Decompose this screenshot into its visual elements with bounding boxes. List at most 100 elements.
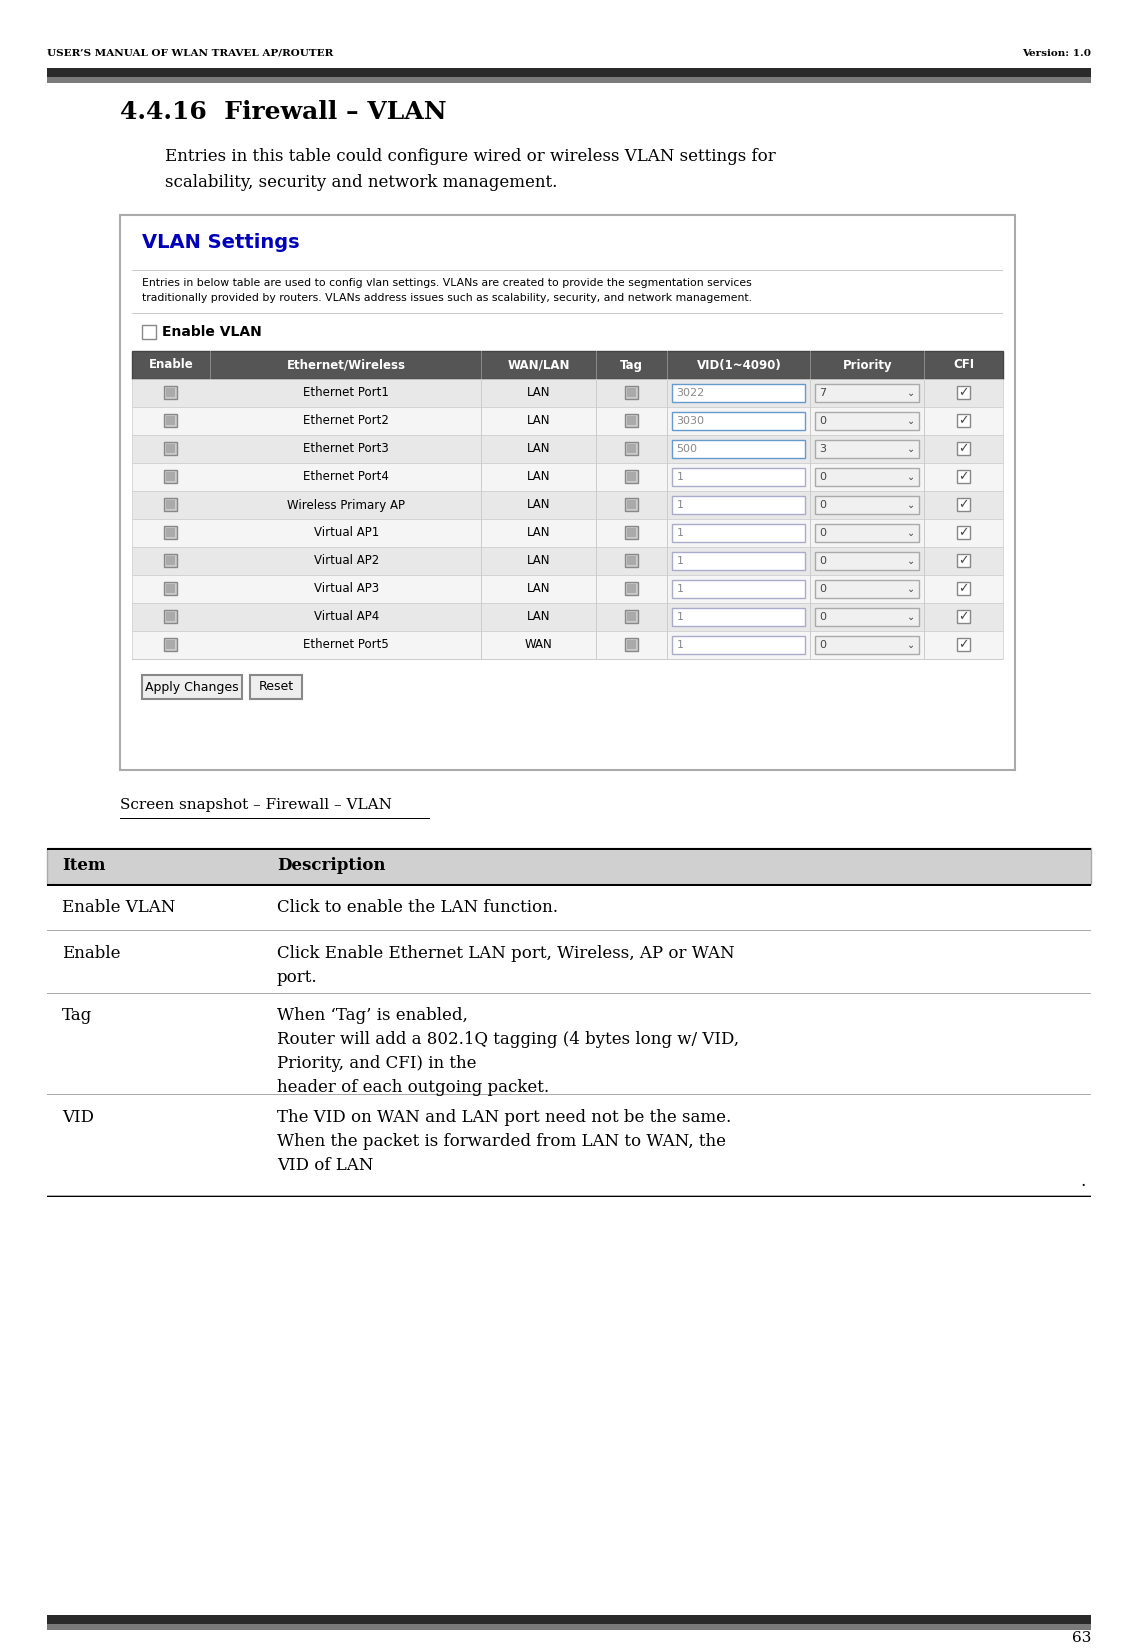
Bar [673, 439, 806, 458]
Text: Ethernet Port2: Ethernet Port2 [303, 415, 389, 428]
Bar [673, 608, 806, 626]
Bar [132, 491, 1003, 519]
Text: 0: 0 [819, 472, 826, 482]
Text: Entries in this table could configure wired or wireless VLAN settings for: Entries in this table could configure wi… [165, 149, 776, 165]
Bar [627, 472, 636, 481]
Bar [625, 415, 637, 426]
Bar [132, 434, 1003, 463]
Text: 7: 7 [819, 388, 826, 398]
Text: Entries in below table are used to config vlan settings. VLANs are created to pr: Entries in below table are used to confi… [142, 278, 752, 287]
Text: Item: Item [61, 857, 106, 874]
Text: When the packet is forwarded from LAN to WAN, the: When the packet is forwarded from LAN to… [277, 1133, 726, 1150]
Bar [625, 525, 637, 539]
Text: Tag: Tag [61, 1008, 92, 1024]
Text: ⌄: ⌄ [907, 444, 916, 454]
Bar [625, 610, 637, 623]
Text: Router will add a 802.1Q tagging (4 bytes long w/ VID,: Router will add a 802.1Q tagging (4 byte… [277, 1031, 739, 1049]
Bar [673, 524, 806, 542]
Bar [166, 416, 175, 425]
Bar [627, 501, 636, 509]
Bar [132, 519, 1003, 547]
Text: Ethernet/Wireless: Ethernet/Wireless [287, 358, 405, 372]
Text: ✓: ✓ [958, 553, 968, 567]
Bar [164, 525, 178, 539]
Text: Ethernet Port1: Ethernet Port1 [303, 387, 389, 400]
Text: 0: 0 [819, 557, 826, 567]
Text: 3022: 3022 [676, 388, 704, 398]
Bar [47, 930, 1091, 993]
Text: 1: 1 [676, 585, 684, 595]
Bar [627, 611, 636, 621]
Bar [132, 463, 1003, 491]
Bar [47, 78, 1091, 83]
Text: 3: 3 [819, 444, 826, 454]
Text: 1: 1 [676, 557, 684, 567]
Text: 1: 1 [676, 501, 684, 510]
Bar [957, 610, 970, 623]
Text: 0: 0 [819, 639, 826, 649]
Bar [164, 387, 178, 400]
Bar [627, 529, 636, 537]
Bar [625, 387, 637, 400]
Text: ✓: ✓ [958, 497, 968, 510]
Text: Virtual AP2: Virtual AP2 [314, 555, 379, 568]
Text: ✓: ✓ [958, 415, 968, 426]
Text: Click to enable the LAN function.: Click to enable the LAN function. [277, 899, 558, 917]
Bar [625, 497, 637, 510]
Bar [47, 1616, 1091, 1624]
Bar [673, 496, 806, 514]
Text: header of each outgoing packet.: header of each outgoing packet. [277, 1079, 550, 1097]
Text: VID of LAN: VID of LAN [277, 1156, 373, 1173]
Bar [815, 580, 920, 598]
Text: CFI: CFI [954, 358, 974, 372]
Text: port.: port. [277, 968, 318, 986]
Bar [815, 552, 920, 570]
Text: ⌄: ⌄ [907, 611, 916, 623]
Text: LAN: LAN [527, 471, 551, 484]
Bar [132, 378, 1003, 406]
Bar [957, 443, 970, 454]
Text: Priority: Priority [842, 358, 892, 372]
Text: LAN: LAN [527, 583, 551, 595]
Bar [957, 638, 970, 651]
Text: Enable: Enable [149, 358, 193, 372]
Text: Ethernet Port3: Ethernet Port3 [304, 443, 389, 456]
Bar [47, 68, 1091, 78]
Bar [164, 415, 178, 426]
Text: VID: VID [61, 1108, 94, 1125]
Bar [627, 639, 636, 649]
Text: LAN: LAN [527, 387, 551, 400]
Text: ⌄: ⌄ [907, 388, 916, 398]
Bar [166, 388, 175, 396]
Text: ✓: ✓ [958, 387, 968, 400]
Text: Click Enable Ethernet LAN port, Wireless, AP or WAN: Click Enable Ethernet LAN port, Wireless… [277, 945, 735, 961]
Bar [132, 575, 1003, 603]
Text: ⌄: ⌄ [907, 639, 916, 649]
Bar [164, 638, 178, 651]
Bar [164, 471, 178, 482]
Bar [625, 443, 637, 454]
Bar [957, 387, 970, 400]
Bar [957, 525, 970, 539]
Bar [166, 444, 175, 453]
Text: ✓: ✓ [958, 525, 968, 539]
Text: Enable VLAN: Enable VLAN [162, 325, 262, 339]
Bar [250, 676, 302, 699]
Bar [625, 471, 637, 482]
Text: 0: 0 [819, 501, 826, 510]
Bar [47, 993, 1091, 1094]
Bar [815, 636, 920, 654]
Bar [673, 411, 806, 430]
Text: 3030: 3030 [676, 416, 704, 426]
Bar [957, 553, 970, 567]
Bar [625, 638, 637, 651]
Text: Enable: Enable [61, 945, 121, 961]
Bar [119, 215, 1015, 770]
Bar [673, 636, 806, 654]
Text: Reset: Reset [258, 681, 294, 694]
Bar [164, 443, 178, 454]
Bar [815, 608, 920, 626]
Text: Apply Changes: Apply Changes [146, 681, 239, 694]
Text: LAN: LAN [527, 611, 551, 623]
Text: ⌄: ⌄ [907, 557, 916, 567]
